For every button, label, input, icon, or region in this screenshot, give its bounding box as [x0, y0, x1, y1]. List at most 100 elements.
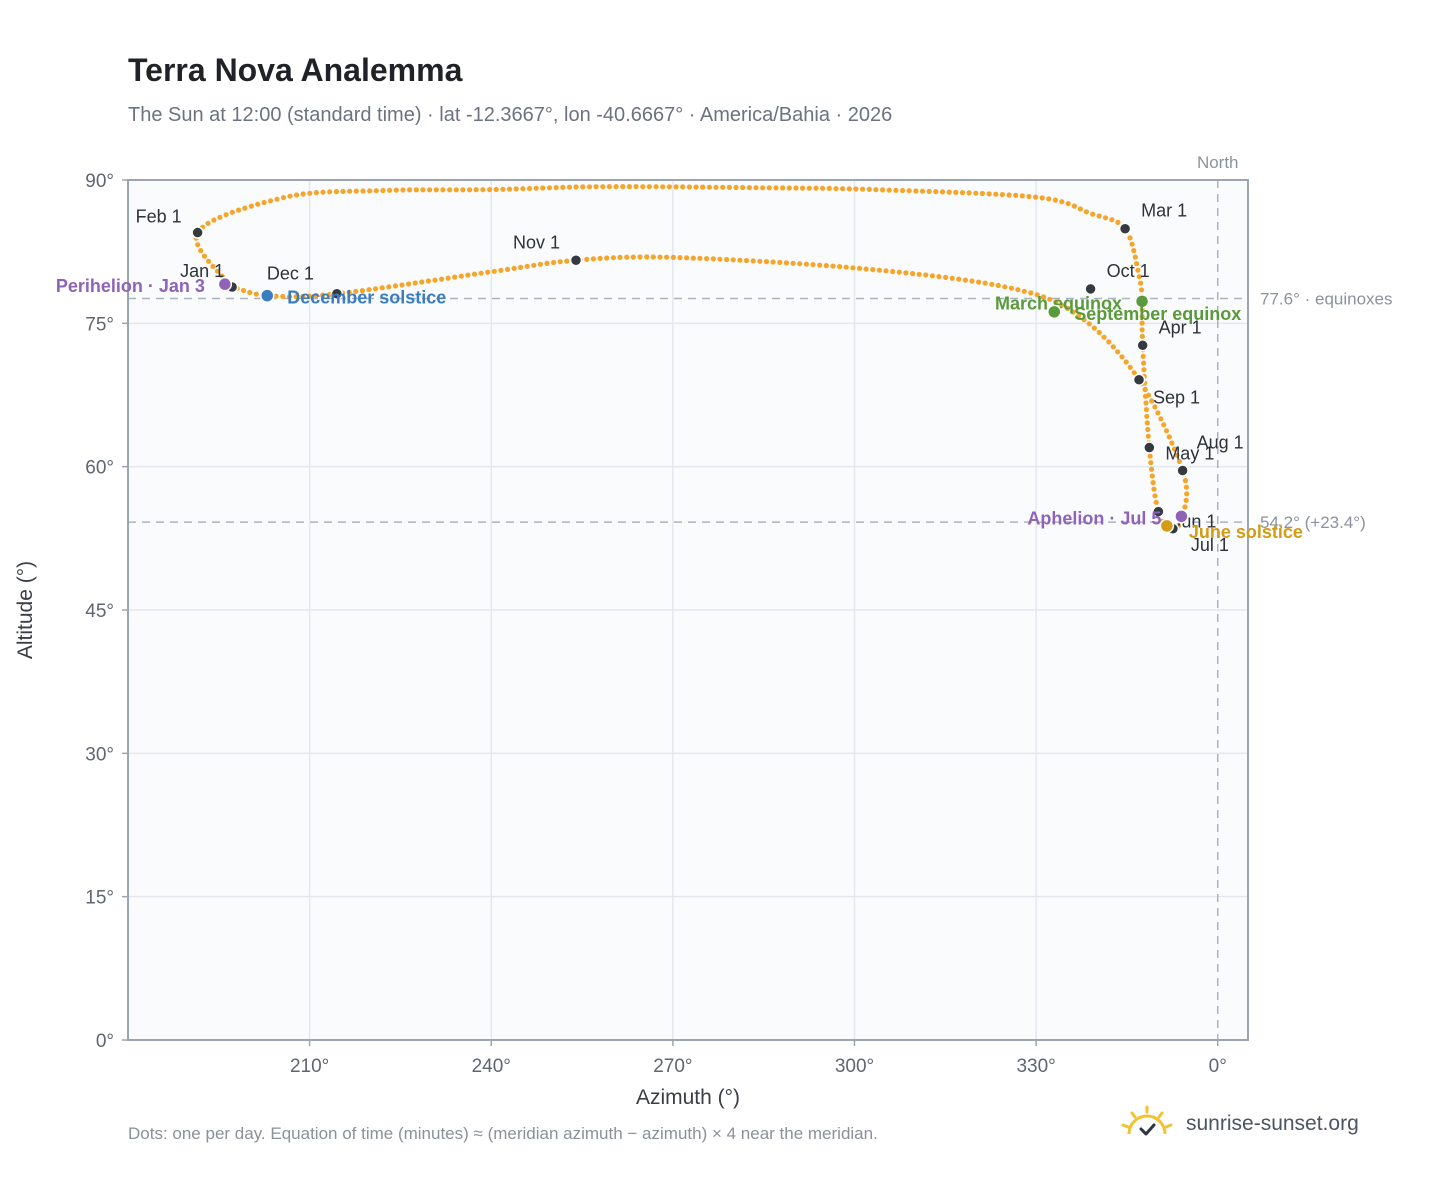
daily-dot — [626, 184, 633, 190]
daily-dot — [518, 264, 524, 270]
y-axis-label: Altitude (°) — [14, 561, 37, 659]
month-marker — [191, 226, 204, 239]
daily-dot — [743, 257, 750, 264]
daily-dot — [460, 187, 466, 193]
chart-title: Terra Nova Analemma — [128, 52, 463, 88]
daily-dot — [380, 187, 386, 194]
daily-dot — [485, 269, 491, 275]
daily-dot — [693, 184, 699, 190]
x-tick-label: 240° — [472, 1056, 511, 1077]
daily-dot — [340, 188, 346, 194]
daily-dot — [564, 258, 570, 264]
daily-dot — [706, 184, 713, 190]
daily-dot — [293, 294, 299, 300]
daily-dot — [1139, 320, 1145, 326]
daily-dot — [1064, 305, 1071, 311]
daily-dot — [491, 268, 497, 274]
daily-dot — [1083, 209, 1089, 215]
month-marker-label: Nov 1 — [513, 232, 560, 252]
daily-dot — [846, 186, 852, 192]
daily-dot — [770, 259, 776, 265]
daily-dot — [916, 271, 922, 277]
daily-dot — [1151, 486, 1157, 492]
daily-dot — [407, 187, 413, 193]
daily-dot — [613, 184, 619, 190]
daily-dot — [1034, 292, 1040, 298]
daily-dot — [717, 256, 723, 262]
daily-dot — [274, 196, 280, 202]
daily-dot — [973, 190, 979, 196]
daily-dot — [597, 255, 603, 261]
footnote: Dots: one per day. Equation of time (min… — [128, 1124, 878, 1143]
daily-dot — [830, 263, 836, 269]
daily-dot — [500, 186, 506, 192]
month-marker — [330, 287, 344, 300]
daily-dot — [1129, 241, 1135, 247]
daily-dot — [524, 263, 530, 269]
daily-dot — [261, 199, 267, 206]
daily-dot — [447, 187, 453, 193]
daily-dot — [1096, 213, 1102, 219]
daily-dot — [214, 268, 221, 274]
brand[interactable]: sunrise-sunset.org — [1120, 1100, 1359, 1148]
daily-dot — [746, 185, 753, 191]
daily-dot — [936, 274, 942, 280]
daily-dot — [480, 187, 486, 193]
daily-dot — [750, 258, 756, 264]
daily-dot — [557, 259, 563, 265]
daily-dot — [1021, 288, 1027, 294]
daily-dot — [520, 186, 526, 192]
daily-dot — [933, 189, 939, 195]
month-marker — [1084, 282, 1097, 296]
daily-dot — [1143, 407, 1149, 413]
daily-dot — [953, 189, 959, 195]
daily-dot — [286, 294, 293, 300]
daily-dot — [573, 184, 579, 190]
daily-dot — [1138, 287, 1145, 293]
daily-dot — [880, 187, 886, 193]
daily-dot — [873, 187, 879, 193]
daily-dot — [1008, 285, 1015, 291]
daily-dot — [1059, 302, 1065, 308]
daily-dot — [1152, 493, 1158, 499]
event-marker — [1047, 304, 1062, 320]
daily-dot — [373, 286, 379, 292]
daily-dot — [837, 264, 843, 270]
daily-dot — [843, 264, 849, 270]
daily-dot — [896, 269, 902, 275]
y-tick-label: 90° — [85, 171, 114, 192]
month-marker — [1118, 222, 1132, 235]
daily-dot — [803, 261, 810, 267]
daily-dot — [300, 293, 306, 299]
daily-dot — [680, 184, 686, 190]
daily-dot — [360, 188, 366, 194]
daily-dot — [412, 280, 418, 286]
daily-dot — [1169, 440, 1175, 446]
daily-dot — [333, 189, 339, 195]
daily-dot — [826, 185, 832, 191]
daily-dot — [1158, 416, 1164, 422]
daily-dot — [465, 272, 471, 278]
daily-dot — [903, 270, 909, 276]
daily-dot — [467, 187, 473, 193]
daily-dot — [1070, 309, 1076, 315]
daily-dot — [673, 184, 679, 190]
daily-dot — [1127, 364, 1133, 370]
daily-dot — [999, 192, 1006, 198]
daily-dot — [195, 242, 201, 248]
daily-dot — [255, 201, 261, 207]
daily-dot — [690, 255, 696, 261]
event-markers: Perihelion · Jan 3 December solstice March… — [56, 276, 1303, 542]
daily-dot — [617, 254, 623, 260]
event-label: September equinox — [1074, 304, 1241, 324]
daily-dot — [240, 287, 247, 294]
daily-dot — [959, 190, 966, 196]
daily-dot — [313, 293, 319, 299]
daily-dot — [790, 260, 796, 266]
month-marker — [1136, 339, 1149, 352]
daily-dot — [1143, 400, 1149, 406]
daily-dot — [890, 268, 896, 275]
daily-dot — [493, 186, 499, 193]
month-marker-label: Dec 1 — [267, 264, 314, 284]
event-label: Aphelion · Jul 5 — [1027, 508, 1161, 528]
